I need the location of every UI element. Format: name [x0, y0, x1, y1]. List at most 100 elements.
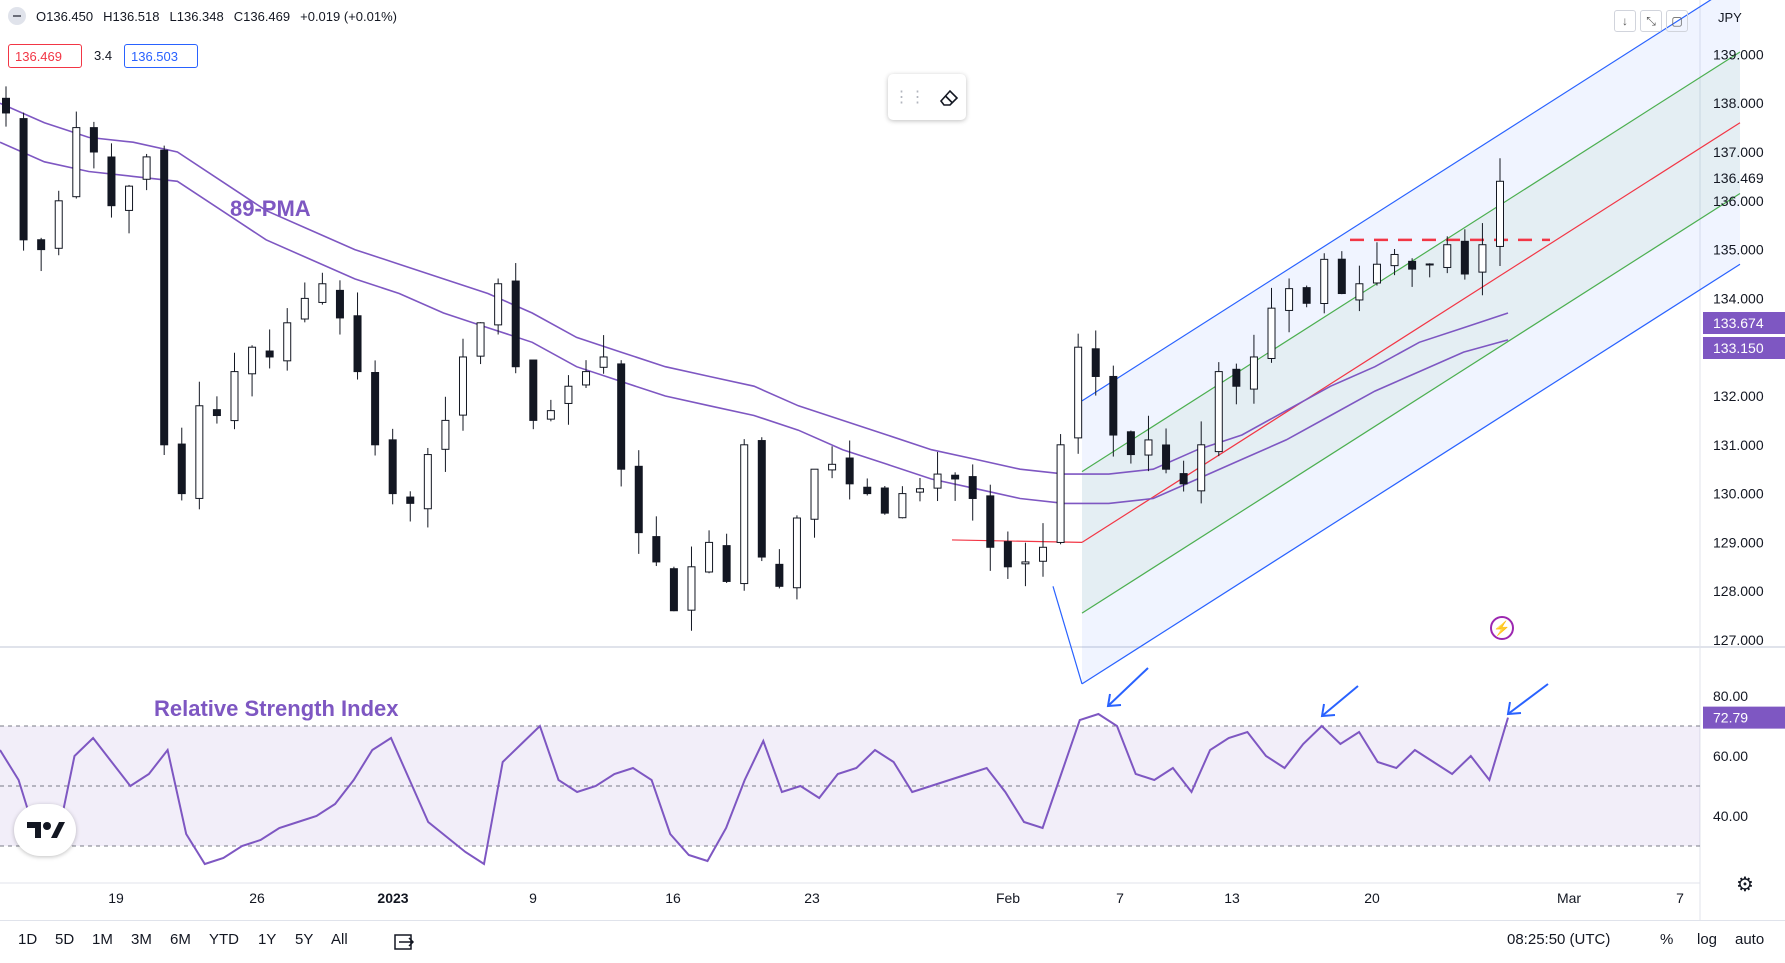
price-tick-label: 136.000 [1713, 193, 1764, 209]
tf-5y[interactable]: 5Y [295, 931, 314, 948]
price-label: 133.674 [1713, 315, 1764, 331]
rsi-line [0, 712, 1509, 866]
rsi-pane [0, 712, 1700, 866]
candle-body [476, 322, 485, 357]
tf-5d[interactable]: 5D [55, 931, 75, 948]
tf-3m[interactable]: 3M [131, 931, 152, 948]
time-tick-label: Mar [1557, 890, 1581, 906]
currency-label[interactable]: JPY [1718, 10, 1742, 25]
candle-body [1056, 444, 1065, 543]
auto-toggle[interactable]: auto [1735, 931, 1765, 948]
drag-handle-icon[interactable]: ⋮⋮ [893, 89, 926, 106]
regression-channel[interactable] [951, 0, 1741, 685]
time-tick-label: 20 [1364, 890, 1380, 906]
price-tick-label: 127.000 [1713, 632, 1764, 648]
clock-display[interactable]: 08:25:50 (UTC) [1507, 931, 1611, 948]
tf-6m[interactable]: 6M [170, 931, 191, 948]
tradingview-logo [14, 804, 76, 856]
price-tick-label: 138.000 [1713, 95, 1764, 111]
candle-body [828, 463, 837, 471]
candle-body [89, 127, 98, 153]
candle-body [792, 517, 801, 589]
candle-body [160, 149, 169, 446]
candle-body [371, 372, 380, 446]
price-tick-label: 129.000 [1713, 534, 1764, 550]
log-toggle[interactable]: log [1697, 931, 1718, 948]
spread-value: 3.4 [94, 48, 113, 63]
candle-body [1074, 346, 1083, 439]
candle-body [564, 385, 573, 404]
candle-body [1302, 287, 1311, 304]
maximize-icon[interactable]: ▢ [1666, 10, 1688, 32]
lightning-icon[interactable]: ⚡ [1490, 616, 1514, 640]
arrow-down-icon[interactable]: ↓ [1614, 10, 1636, 32]
candle-body [1126, 431, 1135, 456]
candle-body [968, 476, 977, 499]
candle-body [230, 371, 239, 422]
tf-1m[interactable]: 1M [92, 931, 113, 948]
candle-body [142, 156, 151, 180]
time-tick-label: 26 [249, 890, 265, 906]
candle-body [37, 239, 46, 251]
candle-body [388, 439, 397, 495]
candle-body [599, 356, 608, 368]
candle-body [775, 563, 784, 587]
candle-body [810, 468, 819, 520]
rsi-tick-label: 60.00 [1713, 748, 1748, 764]
eraser-icon[interactable] [937, 85, 961, 109]
ma-89-line [0, 102, 1509, 475]
grid-layer [0, 0, 1785, 920]
ma-secondary-line [0, 141, 1509, 505]
candle-body [265, 350, 274, 358]
candle-body [915, 488, 924, 493]
candle-body [617, 363, 626, 470]
candle-body [1443, 244, 1452, 268]
arrow-shaft [1107, 667, 1149, 707]
candle-body [1091, 348, 1100, 377]
candle-body [757, 440, 766, 558]
price-tick-label: 132.000 [1713, 388, 1764, 404]
candle-body [1109, 375, 1118, 436]
channel-line [1081, 192, 1741, 614]
candle-body [582, 371, 591, 386]
time-tick-label: 7 [1116, 890, 1124, 906]
legend-menu-icon[interactable] [8, 7, 26, 25]
candle-body [1390, 253, 1399, 267]
candle-body [1372, 263, 1381, 284]
candle-body [1214, 371, 1223, 453]
date-range-icon[interactable] [393, 932, 415, 952]
percent-toggle[interactable]: % [1660, 931, 1674, 948]
moving-averages [0, 102, 1509, 505]
pane-buttons: ↓ ⤡ ▢ [1614, 10, 1688, 32]
candle-body [195, 405, 204, 499]
tf-all[interactable]: All [331, 931, 348, 948]
candle-body [845, 457, 854, 485]
candle-body [125, 185, 134, 211]
rsi-value-bg [1703, 706, 1785, 729]
candle-body [353, 315, 362, 373]
collapse-icon[interactable]: ⤡ [1640, 10, 1662, 32]
settings-gear-icon[interactable]: ⚙ [1736, 874, 1754, 896]
candle-body [2, 97, 10, 114]
arrow-head [1106, 693, 1122, 708]
time-tick-label: 9 [529, 890, 537, 906]
sell-price-box[interactable]: 136.469 [8, 44, 82, 68]
candle-body [722, 545, 731, 582]
tf-ytd[interactable]: YTD [209, 931, 239, 948]
buy-price-box[interactable]: 136.503 [124, 44, 198, 68]
candle-body [423, 454, 432, 510]
price-tick-label: 135.000 [1713, 242, 1764, 258]
candle-body [898, 493, 907, 519]
high-value: H136.518 [103, 8, 160, 24]
tf-1y[interactable]: 1Y [258, 931, 277, 948]
candle-body [511, 280, 520, 368]
candle-body [529, 359, 538, 421]
candle-body [1197, 444, 1206, 492]
candle-body [1337, 258, 1346, 295]
arrow-shaft [1321, 685, 1359, 717]
channel-fill-outer [1082, 0, 1740, 684]
price-tick-label: 130.000 [1713, 486, 1764, 502]
price-tick-label: 137.000 [1713, 144, 1764, 160]
tf-1d[interactable]: 1D [18, 931, 38, 948]
